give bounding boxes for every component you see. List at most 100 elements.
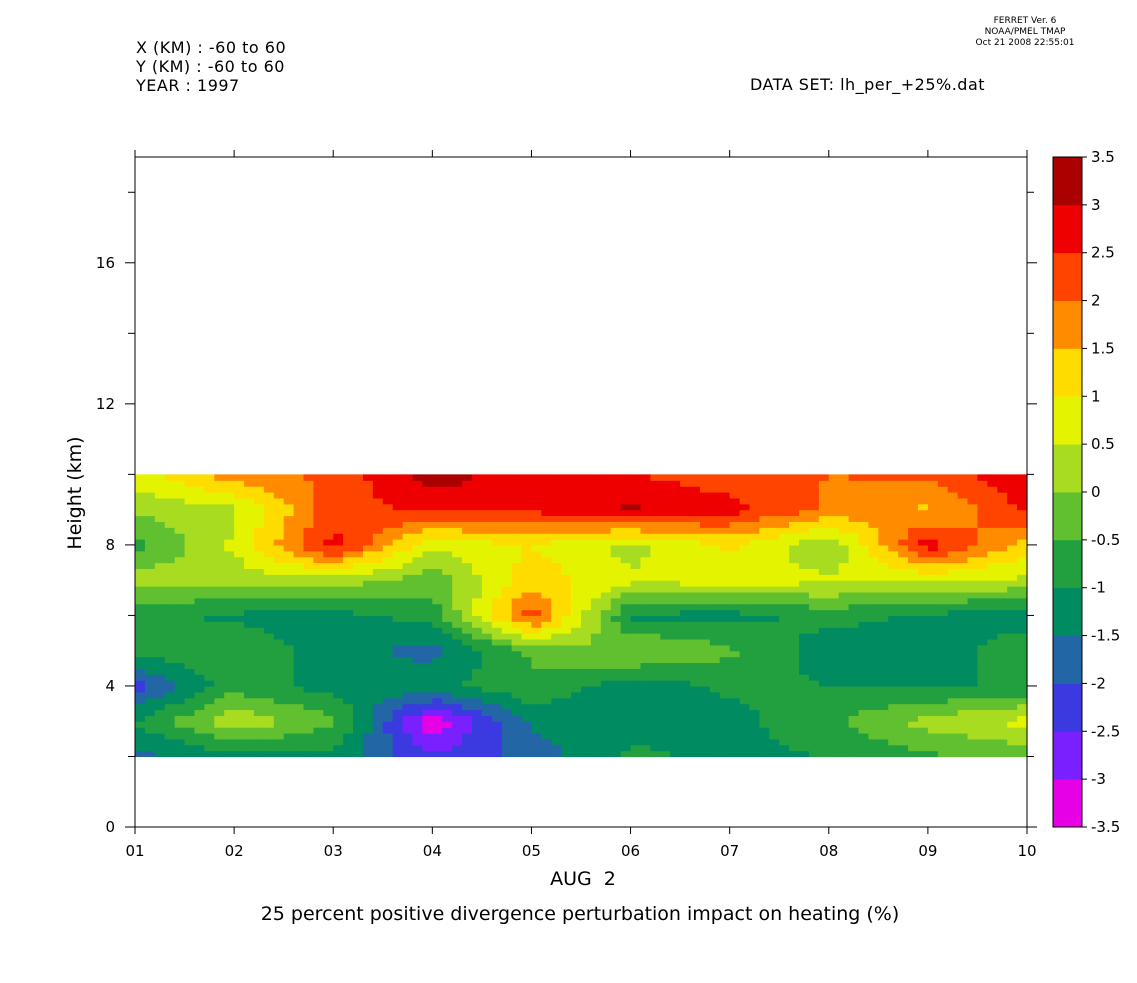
heatmap-cell — [511, 556, 523, 564]
heatmap-cell — [789, 621, 800, 628]
heatmap-cell — [273, 744, 285, 752]
heatmap-cell — [333, 509, 344, 517]
heatmap-cell — [967, 574, 979, 581]
heatmap-cell — [650, 674, 661, 681]
heatmap-cell — [402, 738, 414, 746]
heatmap-cell — [253, 668, 265, 675]
heatmap-cell — [660, 656, 671, 664]
heatmap-cell — [600, 650, 612, 658]
heatmap-cell — [521, 568, 533, 575]
heatmap-cell — [511, 721, 523, 728]
heatmap-cell — [491, 727, 503, 734]
heatmap-cell — [967, 662, 979, 669]
heatmap-cell — [204, 503, 215, 511]
heatmap-cell — [927, 633, 939, 640]
heatmap-cell — [581, 597, 592, 605]
heatmap-cell — [323, 603, 334, 611]
heatmap-cell — [808, 580, 820, 587]
heatmap-cell — [501, 744, 513, 752]
heatmap-cell — [908, 586, 919, 593]
heatmap-cell — [253, 633, 265, 640]
heatmap-cell — [283, 556, 295, 564]
heatmap-cell — [343, 615, 354, 622]
heatmap-cell — [135, 486, 146, 493]
heatmap-cell — [620, 615, 632, 622]
heatmap-cell — [224, 650, 235, 658]
heatmap-cell — [392, 544, 404, 552]
heatmap-cell — [600, 550, 612, 558]
heatmap-cell — [561, 515, 572, 522]
heatmap-cell — [224, 474, 235, 481]
heatmap-cell — [491, 509, 503, 517]
heatmap-cell — [977, 486, 988, 493]
heatmap-cell — [253, 591, 265, 599]
heatmap-cell — [957, 615, 969, 622]
heatmap-cell — [571, 597, 582, 605]
heatmap-cell — [1017, 562, 1028, 570]
heatmap-cell — [699, 621, 711, 628]
heatmap-cell — [452, 544, 463, 552]
heatmap-cell — [828, 650, 840, 658]
heatmap-cell — [501, 492, 513, 499]
heatmap-cell — [273, 591, 285, 599]
heatmap-cell — [303, 574, 314, 581]
heatmap-cell — [818, 744, 830, 752]
heatmap-cell — [789, 515, 800, 522]
heatmap-cell — [303, 662, 314, 669]
heatmap-cell — [174, 603, 186, 611]
heatmap-cell — [234, 556, 245, 564]
heatmap-cell — [957, 562, 969, 570]
heatmap-cell — [283, 515, 295, 522]
heatmap-cell — [779, 580, 790, 587]
heatmap-cell — [749, 674, 760, 681]
heatmap-cell — [234, 544, 245, 552]
heatmap-cell — [719, 668, 731, 675]
heatmap-cell — [343, 474, 354, 481]
heatmap-cell — [174, 615, 186, 622]
heatmap-cell — [521, 503, 533, 511]
heatmap-cell — [759, 750, 770, 758]
heatmap-cell — [412, 497, 424, 505]
heatmap-cell — [293, 650, 305, 658]
heatmap-cell — [699, 650, 711, 658]
heatmap-cell — [848, 533, 860, 540]
heatmap-cell — [541, 638, 552, 646]
heatmap-cell — [699, 674, 711, 681]
heatmap-cell — [967, 527, 979, 534]
heatmap-cell — [412, 703, 424, 711]
heatmap-cell — [571, 515, 582, 522]
heatmap-cell — [303, 509, 314, 517]
heatmap-cell — [481, 638, 493, 646]
heatmap-cell — [273, 509, 285, 517]
heatmap-cell — [808, 662, 820, 669]
heatmap-cell — [313, 544, 324, 552]
heatmap-cell — [432, 556, 443, 564]
heatmap-cell — [214, 727, 225, 734]
heatmap-cell — [452, 680, 463, 687]
heatmap-cell — [967, 562, 979, 570]
heatmap-cell — [699, 721, 711, 728]
heatmap-cell — [848, 492, 860, 499]
heatmap-cell — [372, 562, 384, 570]
heatmap-cell — [967, 627, 979, 634]
heatmap-cell — [898, 568, 909, 575]
heatmap-cell — [462, 609, 473, 617]
heatmap-cell — [987, 615, 998, 622]
heatmap-cell — [432, 621, 443, 628]
heatmap-cell — [184, 597, 196, 605]
heatmap-cell — [769, 480, 780, 487]
heatmap-cell — [164, 603, 176, 611]
heatmap-cell — [997, 580, 1008, 587]
heatmap-cell — [303, 691, 314, 699]
heatmap-cell — [511, 703, 523, 711]
heatmap-cell — [660, 691, 671, 699]
heatmap-cell — [670, 586, 681, 593]
heatmap-cell — [422, 744, 433, 752]
heatmap-cell — [501, 574, 513, 581]
heatmap-cell — [799, 697, 810, 705]
heatmap-cell — [779, 539, 790, 546]
heatmap-cell — [769, 662, 780, 669]
heatmap-cell — [660, 556, 671, 564]
heatmap-cell — [184, 685, 196, 693]
heatmap-cell — [303, 621, 314, 628]
